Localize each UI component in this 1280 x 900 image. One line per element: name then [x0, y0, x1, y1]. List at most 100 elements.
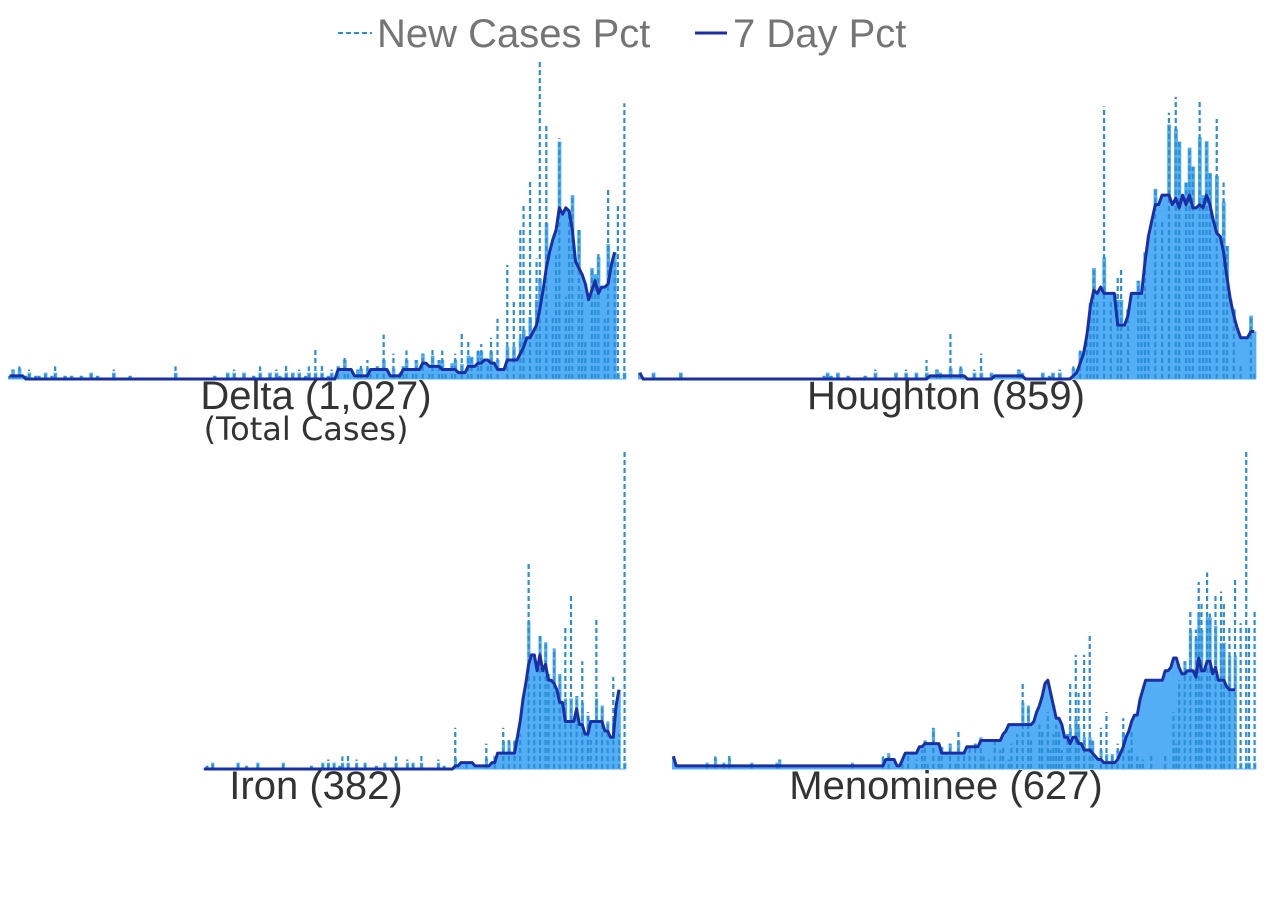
- bar: [1010, 724, 1014, 769]
- bar: [473, 366, 477, 379]
- bar: [362, 375, 367, 379]
- bar: [518, 721, 522, 769]
- bar: [761, 765, 765, 769]
- bar: [1003, 375, 1008, 379]
- bar: [590, 268, 594, 379]
- bar: [1038, 705, 1042, 769]
- bar: [999, 375, 1004, 379]
- bar: [708, 765, 712, 769]
- bar: [560, 214, 565, 379]
- bar: [1032, 721, 1036, 769]
- bar: [541, 290, 546, 379]
- bar: [1018, 724, 1022, 769]
- bar: [504, 753, 508, 769]
- bar: [926, 743, 930, 769]
- bar: [884, 759, 888, 769]
- bar: [848, 765, 852, 769]
- bar: [859, 765, 863, 769]
- panel-title: Menominee (627): [789, 764, 1103, 808]
- bar: [1211, 220, 1216, 379]
- bar: [915, 753, 919, 769]
- bar: [875, 765, 880, 769]
- bar: [998, 740, 1003, 769]
- bar: [688, 765, 692, 769]
- bar: [903, 753, 908, 769]
- bar: [1138, 699, 1142, 769]
- bar: [1116, 299, 1120, 379]
- bar: [499, 753, 503, 769]
- bar: [1169, 667, 1173, 769]
- bar: [725, 765, 729, 769]
- bar: [719, 765, 723, 769]
- bar: [589, 721, 593, 769]
- bar: [979, 737, 983, 769]
- bar: [1153, 188, 1158, 379]
- bar: [1098, 287, 1103, 379]
- bar: [1167, 124, 1172, 379]
- bar: [945, 375, 950, 379]
- bar: [525, 337, 529, 379]
- bar: [515, 737, 520, 769]
- bar: [479, 765, 483, 769]
- bar: [450, 363, 455, 379]
- bar: [803, 765, 807, 769]
- bar: [962, 753, 966, 769]
- bar: [476, 765, 480, 769]
- bar: [996, 375, 1001, 379]
- bar: [764, 765, 768, 769]
- bar: [955, 375, 960, 379]
- bar: [1107, 762, 1112, 769]
- bar: [352, 375, 357, 379]
- bar: [1216, 680, 1221, 769]
- bar: [1160, 680, 1165, 769]
- bar: [401, 366, 406, 379]
- bar: [867, 765, 871, 769]
- bar: [727, 758, 732, 769]
- bar: [1230, 689, 1235, 769]
- bar: [515, 359, 520, 379]
- bar: [484, 758, 489, 769]
- bar: [1197, 612, 1201, 769]
- bar: [375, 366, 380, 379]
- bar: [811, 765, 815, 769]
- bar: [462, 762, 466, 769]
- bar: [1112, 293, 1117, 379]
- bar: [507, 741, 511, 769]
- bar: [817, 765, 821, 769]
- bar: [544, 642, 548, 769]
- bar: [1156, 204, 1161, 379]
- bar: [1163, 670, 1167, 769]
- bar: [739, 765, 743, 769]
- bar: [794, 765, 799, 769]
- bar: [862, 765, 866, 769]
- bar: [820, 765, 824, 769]
- bar: [1183, 661, 1187, 769]
- bar: [541, 670, 545, 769]
- bar: [853, 765, 857, 769]
- bar: [424, 363, 428, 379]
- bar: [578, 724, 582, 769]
- legend: New Cases Pct 7 Day Pct: [338, 12, 906, 56]
- panel-subtitle: (Total Cases): [204, 410, 409, 448]
- bar: [1222, 642, 1226, 769]
- bar: [1026, 705, 1031, 769]
- bar: [970, 746, 975, 769]
- bar: [434, 366, 438, 379]
- bar: [1029, 724, 1033, 769]
- bar: [1180, 195, 1185, 379]
- bar: [1130, 721, 1134, 769]
- bar: [951, 753, 955, 769]
- panel-title: Iron (382): [229, 764, 402, 808]
- bar: [530, 654, 534, 769]
- bar: [1141, 689, 1145, 769]
- bar: [1215, 175, 1219, 379]
- bar: [741, 765, 746, 769]
- bar: [482, 359, 487, 379]
- bar: [1228, 299, 1233, 379]
- bar: [1113, 762, 1117, 769]
- bar: [878, 765, 882, 769]
- bar: [1194, 207, 1199, 379]
- bar: [959, 753, 963, 769]
- bar: [535, 670, 539, 769]
- bar: [680, 765, 684, 769]
